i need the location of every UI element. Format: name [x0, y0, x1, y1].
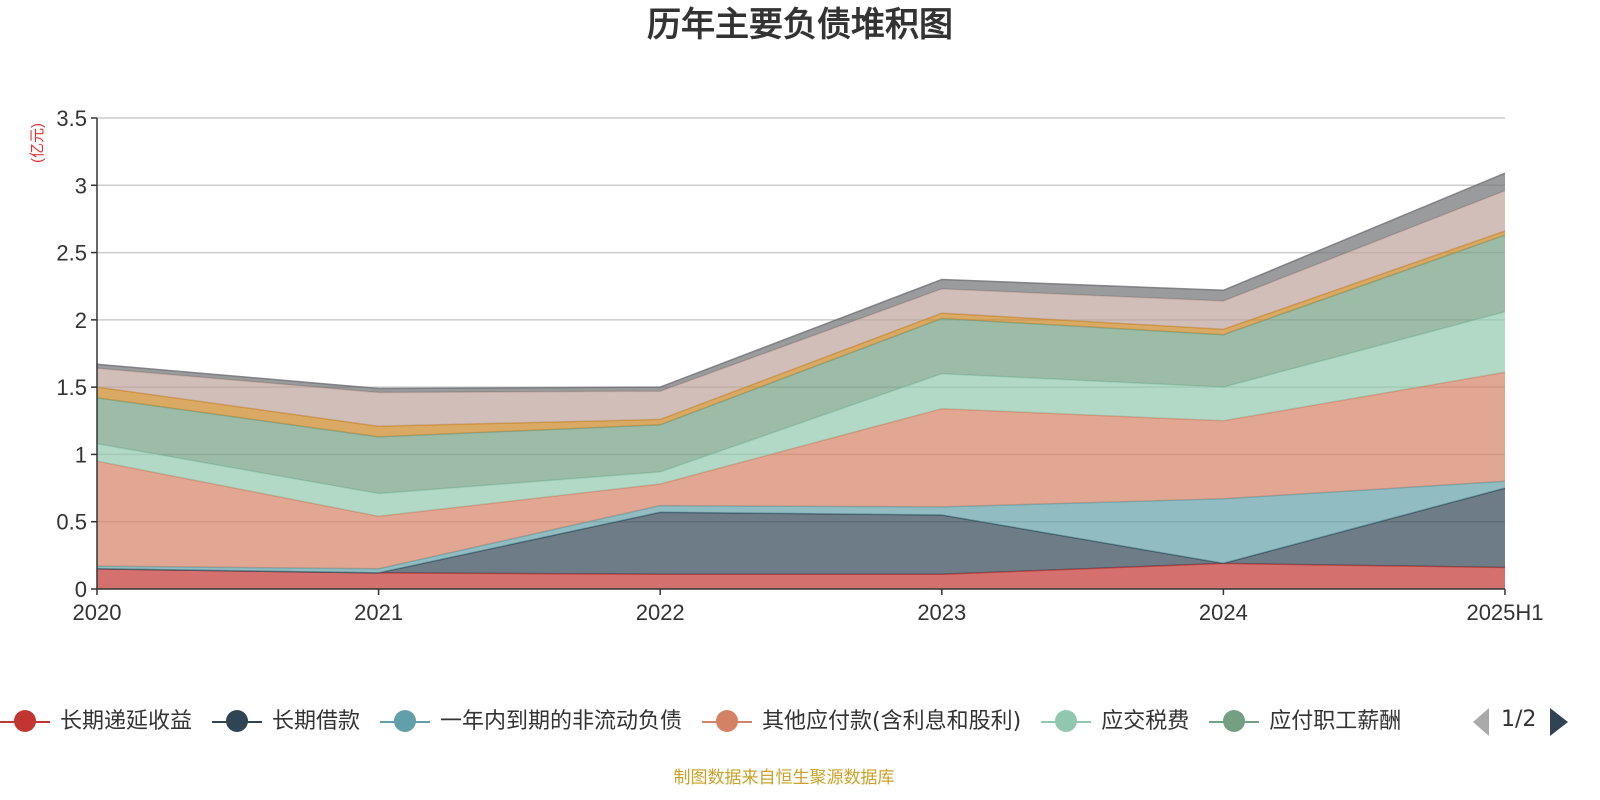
y-tick-label: 2: [75, 308, 87, 333]
chart-title: 历年主要负债堆积图: [647, 5, 953, 45]
area-series-line-8: [96, 172, 1506, 390]
y-tick-label: 3.5: [56, 106, 87, 131]
legend-label: 长期递延收益: [60, 709, 193, 734]
legend: 长期递延收益 长期借款 一年内到期的非流动负债 其他应付款(含利息和股利) 应交税费 应付…: [0, 700, 1600, 744]
legend-label: 应付职工薪酬: [1269, 709, 1402, 734]
stacked-area-chart: 0 0.5 1 1.5 2 2.5 3 3.5 2020 2021 2022 2023 2024 2025…: [29, 106, 1544, 625]
x-tick-label: 2025H1: [1466, 600, 1543, 625]
legend-marker-icon: [380, 710, 431, 732]
area-series-3[interactable]: [97, 372, 1505, 569]
legend-item[interactable]: 应交税费: [1041, 700, 1189, 744]
y-tick-label: 0.5: [56, 510, 87, 535]
x-tick-label: 2023: [917, 600, 966, 625]
x-tick-label: 2021: [354, 600, 403, 625]
y-tick-label: 0: [75, 577, 87, 602]
legend-marker-icon: [702, 710, 753, 732]
legend-prev-icon[interactable]: [1473, 708, 1489, 736]
area-series-6[interactable]: [97, 231, 1505, 437]
legend-marker-icon: [1041, 710, 1092, 732]
legend-label: 长期借款: [272, 709, 361, 734]
y-tick-label: 1.5: [56, 375, 87, 400]
legend-label: 应交税费: [1101, 709, 1190, 734]
legend-marker-icon: [1209, 710, 1260, 732]
area-series-4[interactable]: [97, 311, 1505, 517]
area-series-5[interactable]: [97, 235, 1505, 494]
y-tick-label: 2.5: [56, 241, 87, 266]
axes: 0 0.5 1 1.5 2 2.5 3 3.5 2020 2021 2022 2023 2024 2025…: [56, 106, 1543, 625]
legend-page-indicator: 1/2: [1501, 707, 1537, 732]
legend-marker-icon: [0, 710, 50, 732]
legend-item[interactable]: 应付职工薪酬: [1209, 700, 1401, 744]
y-tick-label: 3: [75, 173, 87, 198]
legend-marker-icon: [212, 710, 263, 732]
area-series-2[interactable]: [97, 481, 1505, 573]
source-note: 制图数据来自恒生聚源数据库: [673, 768, 895, 788]
y-tick-label: 1: [75, 442, 87, 467]
legend-viewport: 长期递延收益 长期借款 一年内到期的非流动负债 其他应付款(含利息和股利) 应交税费 应付…: [0, 700, 1482, 744]
legend-item[interactable]: 长期借款: [212, 700, 360, 744]
legend-items: 长期递延收益 长期借款 一年内到期的非流动负债 其他应付款(含利息和股利) 应交税费 应付…: [0, 700, 1421, 744]
legend-label: 其他应付款(含利息和股利): [762, 709, 1022, 734]
area-series-7[interactable]: [97, 190, 1505, 427]
x-tick-label: 2020: [73, 600, 122, 625]
y-axis-unit-label: (亿元): [29, 123, 46, 163]
legend-item[interactable]: 一年内到期的非流动负债: [380, 700, 682, 744]
legend-next-icon[interactable]: [1550, 708, 1568, 736]
area-series-1[interactable]: [97, 488, 1505, 575]
legend-item[interactable]: 其他应付款(含利息和股利): [702, 700, 1021, 744]
area-series-0[interactable]: [97, 563, 1505, 589]
x-tick-label: 2024: [1199, 600, 1248, 625]
legend-item[interactable]: 长期递延收益: [0, 700, 192, 744]
x-tick-label: 2022: [636, 600, 685, 625]
legend-label: 一年内到期的非流动负债: [440, 709, 683, 734]
area-series: [96, 172, 1506, 589]
